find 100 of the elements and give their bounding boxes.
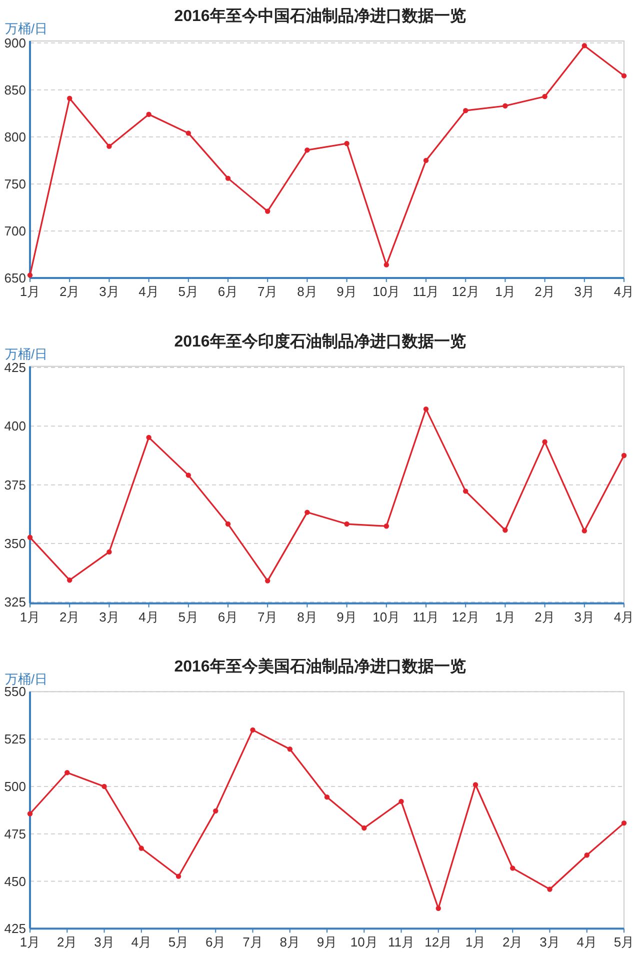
y-tick-label: 425 <box>4 360 26 376</box>
x-tick-label: 6月 <box>206 934 226 950</box>
x-tick-label: 2月 <box>502 934 523 950</box>
x-tick-label: 3月 <box>94 934 114 950</box>
x-tick-label: 11月 <box>388 934 414 950</box>
x-tick-label: 10月 <box>372 284 400 299</box>
point <box>176 874 182 879</box>
y-tick-label: 450 <box>4 874 26 889</box>
chart-title: 2016年至今印度石油制品净进口数据一览 <box>174 331 466 350</box>
point <box>27 811 33 816</box>
point <box>27 534 33 540</box>
point <box>621 73 627 78</box>
point <box>384 262 389 268</box>
x-tick-label: 11月 <box>412 609 440 624</box>
point <box>362 825 367 831</box>
point <box>250 727 256 733</box>
x-tick-label: 4月 <box>576 934 597 950</box>
point <box>621 452 627 458</box>
x-tick-label: 2月 <box>59 609 80 624</box>
point <box>146 434 152 440</box>
point <box>225 521 231 527</box>
point <box>106 144 112 149</box>
x-tick-label: 8月 <box>297 609 318 624</box>
point <box>423 406 429 412</box>
x-tick-label: 1月 <box>495 609 516 624</box>
x-tick-label: 12月 <box>452 609 480 624</box>
x-tick-label: 4月 <box>614 609 634 624</box>
point <box>27 272 33 278</box>
point <box>265 578 270 584</box>
x-tick-label: 7月 <box>257 609 278 624</box>
x-tick-label: 8月 <box>297 284 318 299</box>
x-tick-label: 1月 <box>20 609 40 624</box>
x-tick-label: 3月 <box>574 284 595 299</box>
x-tick-label: 5月 <box>168 934 189 950</box>
point <box>146 112 152 117</box>
x-tick-label: 3月 <box>99 609 120 624</box>
x-tick-label: 12月 <box>424 934 452 950</box>
x-tick-label: 2月 <box>57 934 78 950</box>
x-tick-label: 1月 <box>495 284 516 299</box>
point <box>547 886 552 892</box>
x-tick-label: 7月 <box>257 284 278 299</box>
chart-title: 2016年至今美国石油制品净进口数据一览 <box>174 656 466 676</box>
y-tick-label: 350 <box>4 536 26 551</box>
y-tick-label: 900 <box>4 35 26 50</box>
y-tick-label: 750 <box>4 176 26 192</box>
x-tick-label: 2月 <box>534 284 555 299</box>
y-tick-label: 475 <box>4 826 26 842</box>
x-tick-label: 7月 <box>242 934 263 950</box>
y-tick-label: 400 <box>4 418 26 434</box>
point <box>213 808 218 814</box>
point <box>287 746 292 752</box>
x-tick-label: 5月 <box>614 934 634 950</box>
chart-title: 2016年至今中国石油制品净进口数据一览 <box>174 7 466 25</box>
point <box>186 130 191 136</box>
x-tick-label: 9月 <box>336 284 357 299</box>
point <box>584 852 590 858</box>
point <box>502 528 508 533</box>
point <box>463 108 468 114</box>
x-tick-label: 4月 <box>138 284 159 299</box>
x-tick-label: 10月 <box>350 934 378 950</box>
x-tick-label: 5月 <box>178 284 199 299</box>
point <box>398 798 404 804</box>
y-tick-label: 800 <box>4 129 26 144</box>
y-tick-label: 650 <box>4 270 26 286</box>
x-tick-label: 10月 <box>372 609 400 624</box>
point <box>304 510 310 515</box>
x-tick-label: 5月 <box>178 609 199 624</box>
x-tick-label: 9月 <box>336 609 357 624</box>
point <box>436 906 441 911</box>
y-tick-label: 325 <box>4 594 26 610</box>
x-tick-label: 11月 <box>412 284 440 299</box>
y-tick-label: 425 <box>4 921 26 936</box>
point <box>621 820 627 826</box>
x-tick-label: 4月 <box>138 609 159 624</box>
x-tick-label: 1月 <box>20 934 40 950</box>
x-tick-label: 4月 <box>131 934 152 950</box>
x-tick-label: 6月 <box>218 284 238 299</box>
x-tick-label: 2月 <box>59 284 80 299</box>
point <box>423 158 429 164</box>
y-tick-label: 850 <box>4 82 26 98</box>
x-tick-label: 2月 <box>534 609 555 624</box>
x-tick-label: 9月 <box>316 934 338 950</box>
x-tick-label: 6月 <box>218 609 238 624</box>
point <box>106 549 112 555</box>
point <box>463 488 468 494</box>
point <box>324 794 330 800</box>
point <box>138 846 144 851</box>
x-tick-label: 3月 <box>540 934 560 950</box>
y-axis-title: 万桶/日 <box>5 21 48 36</box>
x-tick-label: 8月 <box>280 934 300 950</box>
x-tick-label: 1月 <box>465 934 486 950</box>
point <box>472 782 478 788</box>
point <box>64 770 70 776</box>
point <box>510 866 516 871</box>
point <box>542 94 548 100</box>
point <box>582 528 587 534</box>
point <box>67 578 72 583</box>
point <box>67 96 72 101</box>
y-tick-label: 525 <box>4 732 26 747</box>
y-tick-label: 375 <box>4 477 26 492</box>
